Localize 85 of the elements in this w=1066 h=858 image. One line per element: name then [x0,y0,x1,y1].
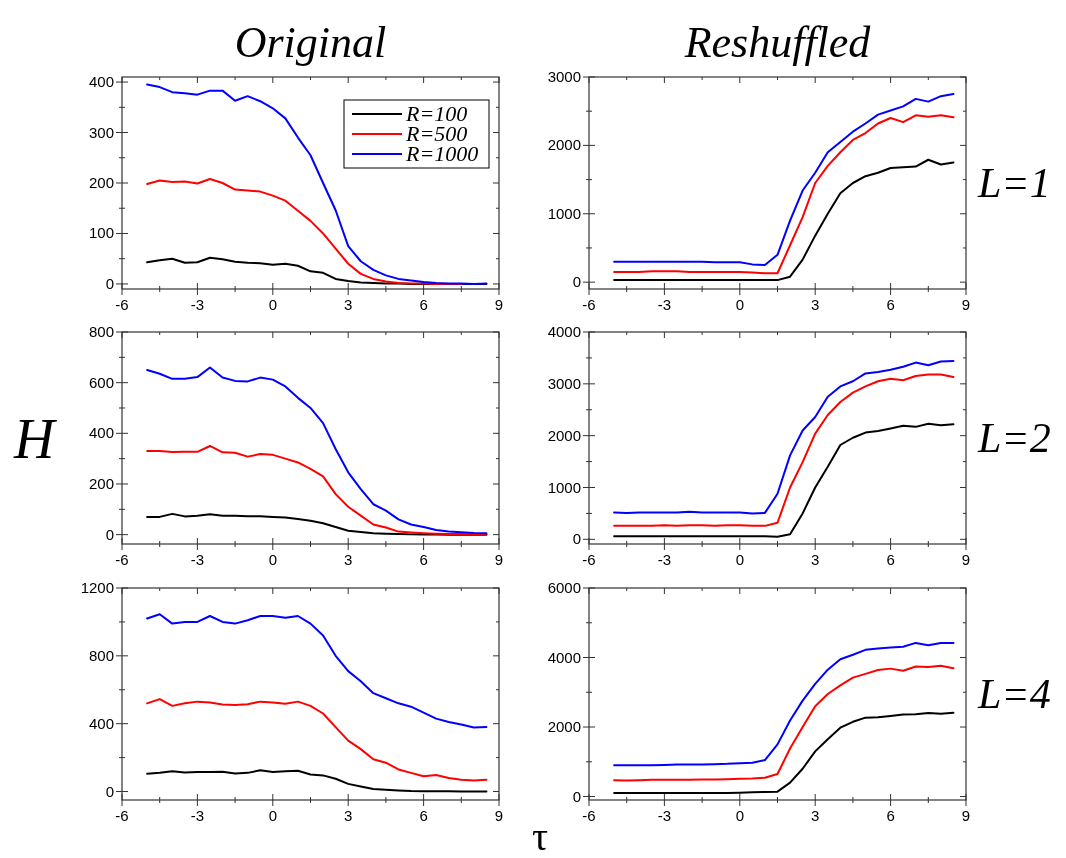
line-series [613,158,955,282]
x-tick-label: -6 [582,551,596,568]
x-tick-label: -3 [190,296,205,313]
line-series [146,366,488,535]
line-series [613,641,955,767]
y-tick-label: 3000 [547,68,581,85]
chart-title: Reshuffled [683,18,872,67]
y-tick-label: 0 [572,787,581,805]
line-series [613,93,955,267]
y-tick-label: 4000 [547,323,581,340]
x-tick-label: 9 [961,551,971,568]
y-tick-label: 0 [105,782,114,800]
y-tick-label: 0 [105,274,114,292]
x-tick-label: 0 [268,807,277,824]
y-tick-label: 1000 [547,204,581,222]
y2-axis-title: L=1 [977,160,1051,206]
line-series [613,114,955,275]
x-tick-label: 6 [419,807,428,824]
y-axis-title: H [13,408,57,470]
y-tick-label: 2000 [547,718,581,736]
chart-title: Original [234,18,387,67]
y-tick-label: 800 [88,646,114,664]
x-tick-label: 9 [961,807,971,824]
y-tick-label: 600 [88,373,114,391]
x-tick-label: -3 [657,551,672,568]
x-tick-label: 3 [344,807,353,824]
x-tick-label: 9 [494,551,504,568]
y-tick-label: 4000 [547,648,581,666]
x-tick-label: 6 [419,296,428,313]
line-series [613,664,955,782]
y2-axis-title: L=2 [977,415,1051,461]
x-tick-label: 6 [886,296,895,313]
y-tick-label: 800 [88,323,114,340]
line-series [146,613,488,729]
x-tick-label: 3 [811,296,820,313]
x-tick-label: 3 [344,551,353,568]
y-tick-label: 200 [88,474,114,492]
x-tick-label: 6 [886,551,895,568]
x-tick-label: 9 [961,296,971,313]
x-tick-label: 0 [735,296,744,313]
y-tick-label: 200 [88,174,114,191]
x-tick-label: 6 [419,551,428,568]
x-tick-label: 6 [886,807,895,824]
y-tick-label: 1200 [80,579,114,596]
x-tick-label: -3 [190,807,205,824]
y-tick-label: 300 [88,123,114,141]
x-tick-label: -6 [582,296,596,313]
y-tick-label: 1000 [547,478,581,496]
y-tick-label: 2000 [547,136,581,154]
line-series [146,177,463,285]
line-series [146,769,488,793]
y-tick-label: 0 [572,530,581,548]
x-axis-title: τ [531,814,549,858]
x-tick-label: -6 [115,807,129,824]
line-series [146,512,488,536]
line-series [146,83,488,285]
x-tick-label: 0 [735,551,744,568]
y-tick-label: 400 [88,73,114,91]
x-tick-label: -6 [582,807,596,824]
x-tick-label: -6 [115,296,129,313]
line-series [146,444,488,536]
line-series [146,698,488,782]
x-tick-label: 0 [268,296,277,313]
x-tick-label: -6 [115,551,129,568]
y-tick-label: 400 [88,714,114,732]
x-tick-label: 3 [811,551,820,568]
x-tick-label: 0 [268,551,277,568]
x-tick-label: 0 [735,807,744,824]
line-series [613,711,955,795]
x-tick-label: 3 [344,296,353,313]
x-tick-label: 3 [811,807,820,824]
y-tick-label: 0 [572,273,581,291]
x-tick-label: 9 [494,807,504,824]
x-tick-label: -3 [657,807,672,824]
y-tick-label: 100 [88,224,114,242]
y-tick-label: 0 [105,525,114,543]
y-tick-label: 400 [88,424,114,442]
x-tick-label: -3 [190,551,205,568]
x-tick-label: 9 [494,296,504,313]
y-tick-label: 6000 [547,579,581,596]
y-tick-label: 2000 [547,426,581,444]
line-series [613,422,955,538]
x-tick-label: -3 [657,296,672,313]
y2-axis-title: L=4 [977,671,1051,717]
y-tick-label: 3000 [547,374,581,392]
